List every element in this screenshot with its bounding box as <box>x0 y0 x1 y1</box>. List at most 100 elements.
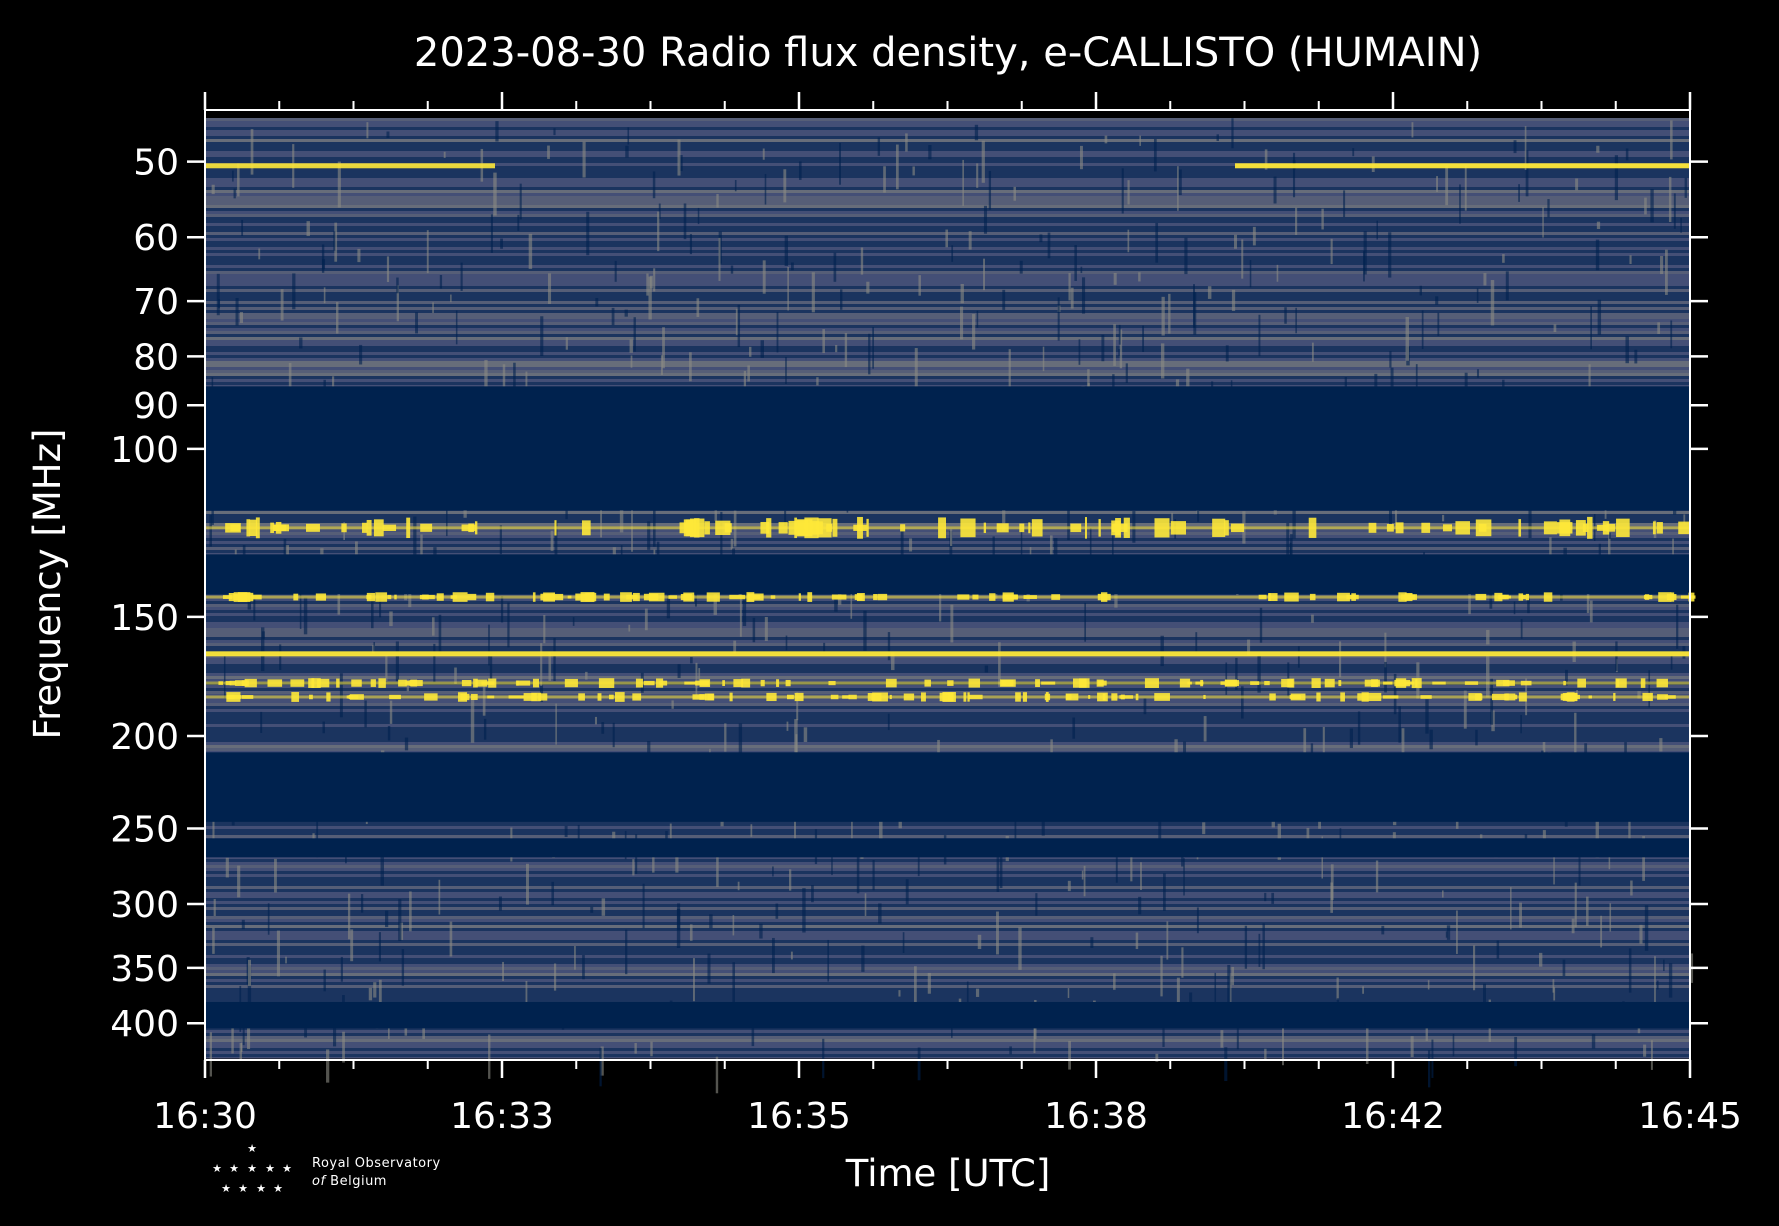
noise-speckle <box>939 585 942 622</box>
noise-speckle <box>1306 827 1310 846</box>
noise-speckle <box>650 1041 653 1057</box>
noise-row <box>205 136 1690 139</box>
noise-speckle <box>1135 932 1139 950</box>
noise-speckle <box>612 547 616 556</box>
noise-speckle <box>386 131 390 138</box>
noise-speckle <box>519 183 522 220</box>
y-tick-label: 80 <box>133 337 179 378</box>
noise-row <box>205 604 1690 607</box>
noise-row <box>205 331 1690 334</box>
noise-row <box>205 901 1690 904</box>
noise-speckle <box>209 1032 212 1077</box>
noise-speckle <box>585 671 588 680</box>
noise-speckle <box>1035 893 1038 916</box>
noise-row <box>205 829 1690 832</box>
noise-speckle <box>992 536 995 568</box>
noise-speckle <box>695 662 698 689</box>
noise-row <box>205 148 1690 151</box>
noise-speckle <box>960 283 964 304</box>
noise-row <box>205 373 1690 376</box>
noise-speckle <box>1510 887 1512 930</box>
noise-speckle <box>1227 964 1231 1004</box>
noise-row <box>205 211 1690 214</box>
noise-row <box>205 283 1690 286</box>
noise-speckle <box>1330 882 1333 913</box>
noise-speckle <box>1520 618 1523 639</box>
noise-row <box>205 1054 1690 1057</box>
noise-speckle <box>983 258 985 291</box>
noise-speckle <box>212 820 215 851</box>
noise-speckle <box>676 908 681 948</box>
noise-speckle <box>1166 921 1169 960</box>
noise-row <box>205 883 1690 886</box>
noise-speckle <box>689 924 693 941</box>
noise-row <box>205 1057 1690 1060</box>
noise-speckle <box>827 939 830 982</box>
noise-speckle <box>751 1023 755 1047</box>
noise-row <box>205 196 1690 199</box>
noise-speckle <box>488 1034 491 1079</box>
noise-speckle <box>1113 272 1117 285</box>
noise-speckle <box>715 1056 719 1094</box>
noise-row <box>205 337 1690 340</box>
noise-speckle <box>1013 186 1016 201</box>
noise-row <box>205 538 1690 541</box>
noise-speckle <box>1642 836 1645 881</box>
x-tick-label: 16:42 <box>1341 1096 1445 1137</box>
noise-row <box>205 1033 1690 1036</box>
noise-speckle <box>1142 325 1145 352</box>
noise-speckle <box>1629 255 1632 265</box>
noise-speckle <box>1578 841 1581 886</box>
noise-speckle <box>1264 1048 1267 1061</box>
noise-speckle <box>1231 966 1235 986</box>
noise-speckle <box>784 235 789 266</box>
noise-speckle <box>816 377 819 386</box>
noise-speckle <box>1547 199 1550 218</box>
noise-speckle <box>433 643 436 683</box>
noise-row <box>205 145 1690 148</box>
noise-speckle <box>628 624 631 632</box>
noise-speckle <box>698 668 701 682</box>
noise-row <box>205 895 1690 898</box>
quiet-band <box>205 838 1690 858</box>
noise-row <box>205 868 1690 871</box>
noise-speckle <box>1552 979 1555 993</box>
noise-speckle <box>386 256 390 283</box>
noise-row <box>205 532 1690 535</box>
noise-speckle <box>1234 234 1238 249</box>
noise-speckle <box>1343 190 1346 218</box>
noise-speckle <box>776 311 779 353</box>
noise-speckle <box>1258 314 1261 357</box>
noise-speckle <box>633 317 636 352</box>
noise-speckle <box>996 911 999 955</box>
noise-row <box>205 139 1690 142</box>
noise-speckle <box>1684 177 1687 198</box>
noise-speckle <box>737 304 741 348</box>
noise-speckle <box>495 121 499 142</box>
noise-speckle <box>1676 604 1679 649</box>
noise-row <box>205 514 1690 517</box>
noise-row <box>205 382 1690 385</box>
noise-row <box>205 325 1690 328</box>
noise-speckle <box>653 500 656 547</box>
noise-speckle <box>716 193 719 208</box>
burst-mark <box>1688 592 1695 602</box>
noise-speckle <box>1247 639 1251 656</box>
noise-speckle <box>1286 523 1290 568</box>
noise-speckle <box>951 1025 953 1038</box>
noise-speckle <box>1398 706 1401 743</box>
noise-speckle <box>692 958 695 1002</box>
noise-speckle <box>1670 320 1673 349</box>
noise-speckle <box>216 273 220 316</box>
noise-speckle <box>438 879 441 915</box>
noise-speckle <box>1446 925 1451 940</box>
noise-row <box>205 964 1690 967</box>
noise-row <box>205 991 1690 994</box>
noise-speckle <box>1628 809 1631 848</box>
noise-speckle <box>1008 349 1011 391</box>
noise-speckle <box>454 667 457 684</box>
noise-row <box>205 295 1690 298</box>
noise-speckle <box>1464 165 1467 211</box>
noise-speckle <box>379 591 382 618</box>
